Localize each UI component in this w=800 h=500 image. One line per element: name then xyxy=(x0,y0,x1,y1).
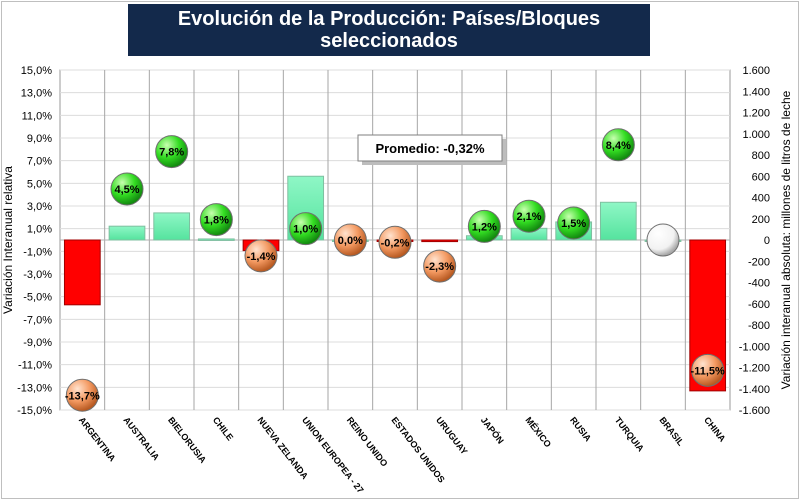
x-tick-label: AUSTRALIA xyxy=(121,415,161,463)
data-label: -0,2% xyxy=(381,237,410,249)
data-point-marker xyxy=(289,212,323,246)
data-label: 1,8% xyxy=(204,215,229,227)
y-left-tick-label: -11,0% xyxy=(18,360,52,372)
y-right-tick-label: 1.000 xyxy=(742,129,770,141)
x-tick-label: REINO UNIDO xyxy=(345,415,390,468)
bar xyxy=(63,239,101,306)
y-right-tick-label: -400 xyxy=(748,278,770,290)
y-right-tick-label: -800 xyxy=(748,320,770,332)
y-left-tick-label: 1,0% xyxy=(27,224,52,236)
x-tick-label: TURQUIA xyxy=(613,415,646,454)
data-point-marker xyxy=(378,225,412,259)
x-tick-label: NUEVA ZELANDA xyxy=(255,415,310,481)
y-left-tick-label: 5,0% xyxy=(27,178,52,190)
y-right-tick-label: 600 xyxy=(752,171,770,183)
data-label: 7,8% xyxy=(159,147,184,159)
data-point-marker xyxy=(601,128,635,162)
data-point-marker xyxy=(65,378,99,412)
y-left-tick-label: -9,0% xyxy=(23,337,52,349)
y-left-axis-title: Variación Interanual relativa xyxy=(1,166,15,314)
chart-title: Evolución de la Producción: Países/Bloqu… xyxy=(177,8,601,52)
y-right-tick-label: 200 xyxy=(752,214,770,226)
bar xyxy=(197,238,235,241)
data-point-marker xyxy=(467,209,501,243)
data-point-marker xyxy=(244,239,278,273)
data-label: 1,2% xyxy=(472,221,497,233)
y-left-tick-label: 13,0% xyxy=(21,88,52,100)
data-label: -11,5% xyxy=(691,365,725,377)
y-right-tick-label: -1.400 xyxy=(739,384,770,396)
y-right-tick-label: 800 xyxy=(752,150,770,162)
y-left-tick-label: -13,0% xyxy=(17,382,52,394)
chart-title-box: Evolución de la Producción: Países/Bloqu… xyxy=(128,4,650,73)
y-right-axis-title: Variación interanual absoluta: millones … xyxy=(779,90,793,389)
y-right-tick-label: 400 xyxy=(752,193,770,205)
y-right-tick-label: -600 xyxy=(748,299,770,311)
x-tick-label: MÉXICO xyxy=(523,415,553,449)
average-label: Promedio: -0,32% xyxy=(375,141,485,156)
average-annotation: Promedio: -0,32% xyxy=(357,134,506,165)
y-right-tick-label: -200 xyxy=(748,256,770,268)
y-right-tick-label: 1.600 xyxy=(742,65,770,77)
bar xyxy=(421,239,459,243)
y-left-tick-label: -3,0% xyxy=(23,269,52,281)
data-label: -1,4% xyxy=(247,251,276,263)
y-left-tick-label: 11,0% xyxy=(22,110,53,122)
y-right-tick-label: -1.600 xyxy=(739,405,770,417)
bar xyxy=(108,225,146,241)
x-tick-label: CHINA xyxy=(702,415,728,444)
y-left-tick-label: -1,0% xyxy=(23,246,52,258)
data-point-marker xyxy=(423,249,457,283)
y-left-tick-label: 7,0% xyxy=(27,156,52,168)
data-label: 1,5% xyxy=(561,218,586,230)
x-tick-label: BIELORUSIA xyxy=(166,415,208,465)
y-left-tick-label: -15,0% xyxy=(17,405,52,417)
data-point-marker xyxy=(557,206,591,240)
x-tick-label: RUSIA xyxy=(568,415,593,444)
y-right-tick-label: 0 xyxy=(764,235,770,247)
y-right-tick-label: -1.200 xyxy=(739,363,770,375)
data-label: -13,7% xyxy=(65,390,100,402)
x-tick-label: BRASIL xyxy=(657,415,686,448)
x-tick-label: ARGENTINA xyxy=(77,415,118,464)
marker-layer xyxy=(65,128,725,412)
x-tick-label: JAPÓN xyxy=(479,414,507,445)
data-label: 0,0% xyxy=(338,235,363,247)
data-point-marker xyxy=(333,223,367,257)
axis-layer: 15,0% 13,0% 11,0% 9,0% 7,0% 5,0% 3,0% 1,0% -1,0%… xyxy=(1,65,793,495)
data-point-marker xyxy=(199,203,233,237)
data-point-marker xyxy=(512,199,546,233)
data-label: 1,0% xyxy=(293,224,318,236)
data-point-marker xyxy=(155,135,189,169)
y-left-tick-label: -5,0% xyxy=(23,292,52,304)
y-left-tick-label: 3,0% xyxy=(27,201,52,213)
y-right-tick-label: 1.200 xyxy=(742,108,770,120)
y-right-tick-label: 1.400 xyxy=(742,86,770,98)
bar xyxy=(153,212,191,241)
data-label: 8,4% xyxy=(606,140,631,152)
bar-layer xyxy=(63,175,727,392)
chart-subtitle: - enero-mayo 2024 - xyxy=(316,56,462,73)
data-label: 2,1% xyxy=(516,211,541,223)
data-point-marker xyxy=(646,223,680,257)
y-left-tick-label: -7,0% xyxy=(23,314,52,326)
data-label: 4,5% xyxy=(114,184,139,196)
average-box xyxy=(357,134,503,162)
bar xyxy=(599,201,637,241)
y-left-tick-label: 9,0% xyxy=(27,133,52,145)
x-tick-label: CHILE xyxy=(211,415,236,442)
data-point-marker xyxy=(110,172,144,206)
data-point-marker xyxy=(691,353,725,387)
y-left-tick-label: 15,0% xyxy=(21,65,52,77)
x-tick-label: URUGUAY xyxy=(434,415,469,456)
data-label: -2,3% xyxy=(425,261,454,273)
y-right-tick-label: -1.000 xyxy=(739,341,770,353)
label-layer: -13,7% 4,5% 7,8% 1,8% -1,4% 1,0% 0,0% -0,2% -2,3… xyxy=(65,140,725,402)
